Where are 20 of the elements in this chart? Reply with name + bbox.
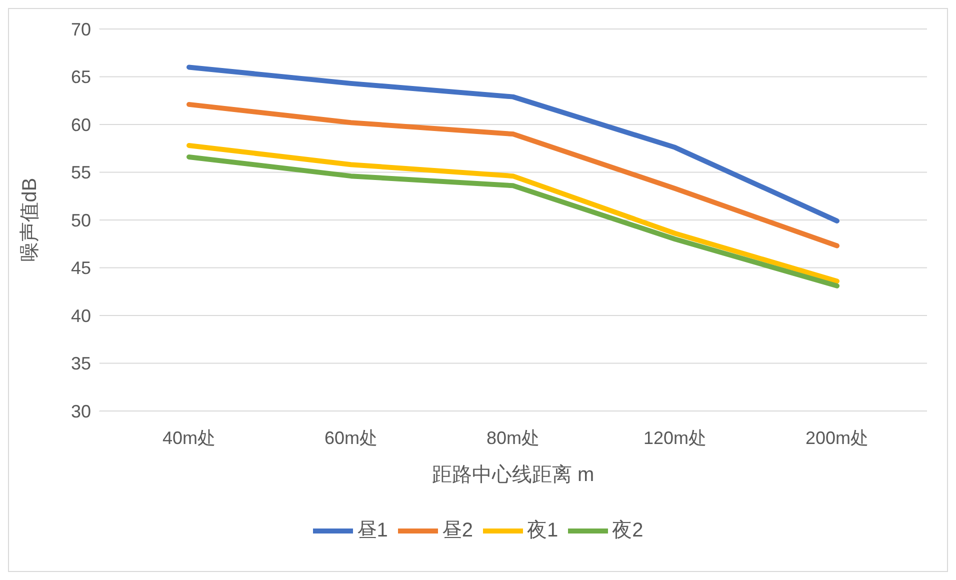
y-tick-label: 35	[70, 354, 91, 374]
x-tick-label: 120m处	[643, 428, 707, 448]
x-tick-label: 40m处	[162, 428, 216, 448]
x-tick-label: 60m处	[324, 428, 378, 448]
y-tick-label: 50	[70, 210, 91, 230]
legend-label: 夜1	[527, 519, 558, 542]
y-tick-label: 40	[70, 306, 91, 326]
y-tick-label: 60	[70, 114, 91, 135]
legend-label: 昼2	[442, 519, 473, 542]
y-tick-label: 55	[70, 162, 91, 183]
legend-label: 夜2	[612, 519, 644, 542]
legend-label: 昼1	[356, 519, 388, 542]
x-tick-label: 80m处	[486, 428, 540, 448]
x-tick-label: 200m处	[805, 428, 869, 448]
y-tick-label: 65	[70, 67, 91, 88]
y-tick-label: 45	[70, 258, 91, 278]
y-tick-label: 30	[70, 401, 91, 422]
x-axis-title: 距路中心线距离 m	[432, 464, 594, 486]
y-tick-label: 70	[70, 19, 91, 40]
y-axis-title: 噪声值dB	[19, 178, 42, 262]
